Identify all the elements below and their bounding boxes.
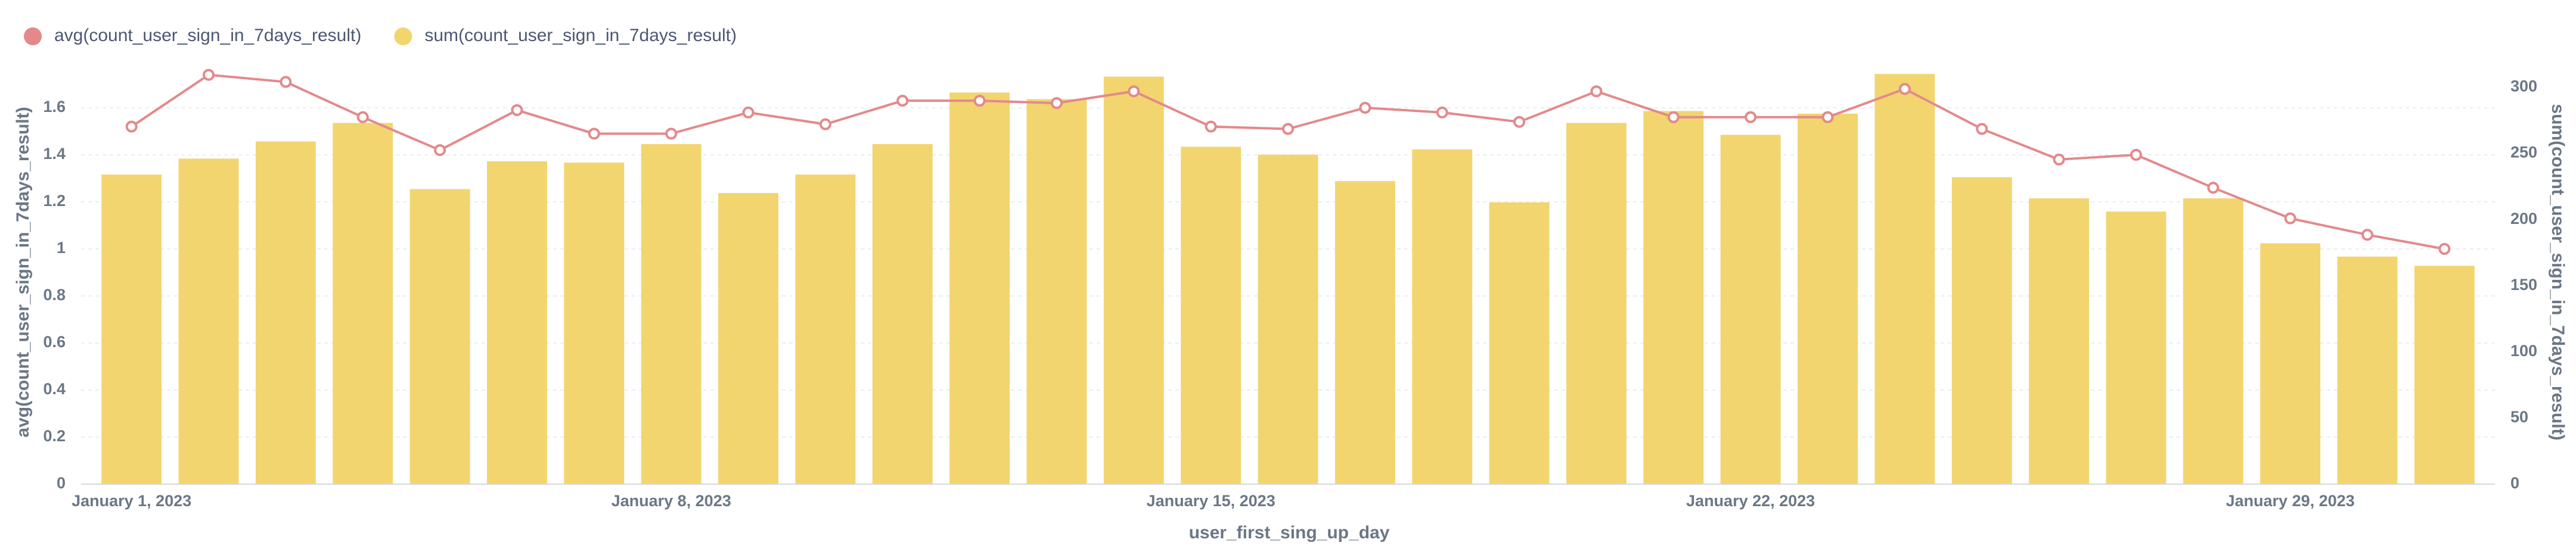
point — [1050, 97, 1063, 110]
y-tick-label: 1.2 — [43, 192, 66, 210]
bar — [178, 158, 239, 484]
y2-axis-title: sum(count_user_sign_in_7days_result) — [2548, 104, 2568, 440]
bar — [2337, 256, 2398, 484]
bar — [1026, 99, 1087, 484]
point — [2053, 153, 2065, 166]
point — [742, 106, 755, 119]
point — [1590, 85, 1603, 98]
x-tick-label: January 1, 2023 — [72, 492, 191, 510]
y2-tick-label: 100 — [2510, 342, 2537, 360]
point — [356, 111, 369, 123]
point — [1667, 111, 1680, 123]
x-tick-label: January 22, 2023 — [1686, 492, 1815, 510]
point — [511, 104, 523, 116]
point — [1745, 111, 1757, 123]
x-tick-label: January 15, 2023 — [1147, 492, 1275, 510]
point — [1359, 102, 1371, 114]
bar — [1258, 154, 1318, 484]
y2-tick-label: 200 — [2510, 210, 2537, 227]
point — [1128, 85, 1140, 98]
point — [434, 144, 446, 157]
x-tick-label: January 8, 2023 — [612, 492, 731, 510]
bar — [1412, 149, 1473, 485]
bar — [1874, 74, 1935, 484]
bar — [487, 161, 547, 484]
y2-tick-label: 250 — [2510, 144, 2537, 161]
bar — [1566, 123, 1627, 485]
y-tick-label: 1.6 — [43, 98, 66, 116]
bar — [1334, 181, 1395, 484]
point — [125, 120, 138, 133]
point — [280, 76, 292, 88]
bar — [1103, 76, 1164, 485]
bar — [1181, 146, 1242, 484]
point — [2207, 182, 2220, 194]
bar — [718, 193, 778, 484]
y-axis-title: avg(count_user_sign_in_7days_result) — [13, 107, 33, 437]
point — [819, 118, 831, 130]
point — [1898, 83, 1911, 95]
bar — [255, 141, 316, 485]
point — [1821, 111, 1834, 123]
x-axis-title: user_first_sing_up_day — [1189, 523, 1390, 542]
x-tick-label: January 29, 2023 — [2226, 492, 2355, 510]
y-tick-label: 0.6 — [43, 333, 66, 351]
point — [2361, 229, 2373, 241]
y-tick-label: 0.8 — [43, 286, 66, 304]
bar — [949, 92, 1010, 484]
bar — [2414, 266, 2475, 484]
point — [2284, 212, 2296, 225]
point — [896, 95, 909, 107]
legend-label: sum(count_user_sign_in_7days_result) — [424, 26, 737, 45]
y-tick-label: 1 — [57, 239, 66, 257]
y2-tick-label: 300 — [2510, 77, 2537, 95]
point — [1282, 123, 1294, 135]
bar — [564, 163, 625, 485]
y-tick-label: 0 — [57, 474, 66, 492]
y-tick-label: 0.4 — [43, 380, 66, 398]
point — [665, 127, 678, 140]
point — [203, 68, 215, 81]
point — [1976, 123, 1988, 135]
point — [1205, 120, 1217, 133]
point — [2130, 149, 2142, 161]
y2-tick-label: 0 — [2510, 474, 2519, 492]
bar — [1643, 111, 1704, 484]
point — [1436, 106, 1448, 119]
bar — [641, 144, 702, 484]
point — [1513, 116, 1526, 128]
y2-tick-label: 150 — [2510, 276, 2537, 294]
bar — [795, 174, 856, 484]
y2-tick-label: 50 — [2510, 408, 2528, 426]
bar — [1489, 202, 1550, 484]
bar — [2183, 198, 2243, 484]
legend-label: avg(count_user_sign_in_7days_result) — [54, 26, 361, 45]
bar — [872, 144, 933, 484]
y-tick-label: 1.4 — [43, 145, 66, 163]
bar — [101, 174, 162, 484]
y-tick-label: 0.2 — [43, 427, 66, 445]
bar — [1720, 135, 1781, 485]
bar — [2260, 243, 2321, 484]
point — [588, 127, 600, 140]
bar — [409, 189, 470, 484]
point — [973, 95, 986, 107]
point — [2438, 243, 2451, 255]
bar — [2029, 198, 2089, 484]
legend-swatch — [24, 27, 42, 45]
bar — [2106, 211, 2167, 484]
bar — [333, 123, 393, 485]
legend-swatch — [394, 27, 412, 45]
bar — [1951, 177, 2012, 484]
bar — [1798, 113, 1858, 484]
